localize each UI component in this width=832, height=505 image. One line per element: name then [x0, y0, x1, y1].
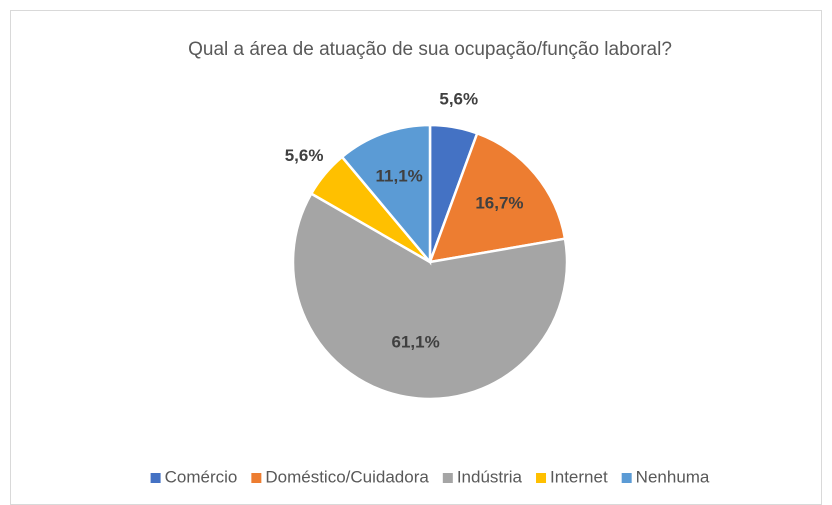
data-label: 5,6%: [439, 90, 478, 109]
pie-slice: [291, 191, 569, 401]
legend-swatch: [251, 473, 262, 483]
legend-swatch: [442, 473, 453, 483]
data-labels: 5,6% 16,7% 61,1% 5,6% 11,1%: [285, 90, 524, 352]
pie-slice: [340, 123, 432, 266]
legend-label: Internet: [550, 467, 608, 486]
data-label: 16,7%: [475, 194, 523, 213]
data-label: 11,1%: [376, 166, 423, 185]
data-label: 61,1%: [392, 332, 440, 351]
legend-label: Comércio: [165, 467, 238, 486]
data-label: 5,6%: [285, 146, 324, 165]
pie: [291, 123, 569, 401]
legend-label: Doméstico/Cuidadora: [265, 467, 429, 486]
legend-swatch: [536, 473, 547, 483]
chart-title: Qual a área de atuação de sua ocupação/f…: [188, 39, 672, 60]
pie-slice: [428, 131, 567, 264]
legend: Comércio Doméstico/Cuidadora Indústria Inte…: [150, 467, 710, 486]
legend-swatch: [621, 473, 632, 483]
legend-swatch: [150, 473, 161, 483]
legend-label: Nenhuma: [636, 467, 710, 486]
legend-label: Indústria: [457, 467, 523, 486]
